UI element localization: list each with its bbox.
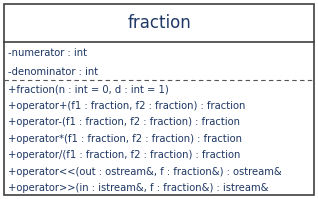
Text: +operator*(f1 : fraction, f2 : fraction) : fraction: +operator*(f1 : fraction, f2 : fraction)…: [8, 134, 242, 144]
Text: +operator/(f1 : fraction, f2 : fraction) : fraction: +operator/(f1 : fraction, f2 : fraction)…: [8, 150, 240, 160]
Text: +operator<<(out : ostream&, f : fraction&) : ostream&: +operator<<(out : ostream&, f : fraction…: [8, 167, 282, 177]
Text: fraction: fraction: [127, 14, 191, 32]
Text: +operator>>(in : istream&, f : fraction&) : istream&: +operator>>(in : istream&, f : fraction&…: [8, 183, 268, 193]
Text: -denominator : int: -denominator : int: [8, 67, 98, 77]
Text: +operator-(f1 : fraction, f2 : fraction) : fraction: +operator-(f1 : fraction, f2 : fraction)…: [8, 117, 240, 127]
Text: -numerator : int: -numerator : int: [8, 48, 87, 58]
Text: +fraction(n : int = 0, d : int = 1): +fraction(n : int = 0, d : int = 1): [8, 85, 169, 95]
Text: +operator+(f1 : fraction, f2 : fraction) : fraction: +operator+(f1 : fraction, f2 : fraction)…: [8, 101, 245, 111]
